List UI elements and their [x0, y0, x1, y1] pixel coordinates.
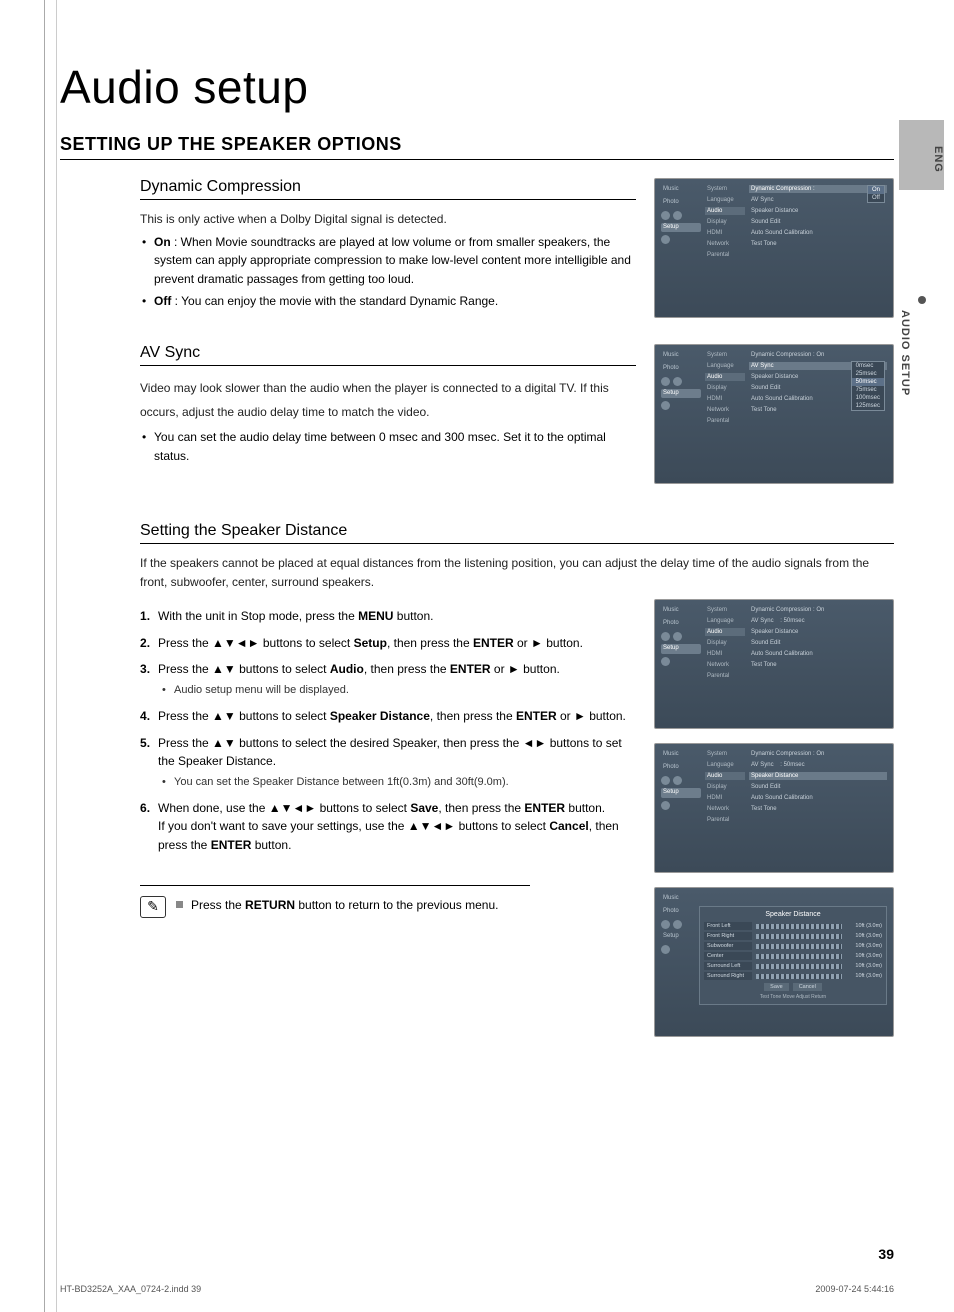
side-tab-chapter: AUDIO SETUP [899, 290, 944, 590]
print-footer: HT-BD3252A_XAA_0724-2.indd 39 2009-07-24… [60, 1284, 894, 1294]
screenshot-audio-menu: Music Photo Setup System Language Audio … [654, 599, 894, 729]
spk-intro: If the speakers cannot be placed at equa… [140, 554, 894, 591]
dyn-intro: This is only active when a Dolby Digital… [140, 210, 636, 229]
step-4: Press the ▲▼ buttons to select Speaker D… [140, 707, 636, 726]
step-1: With the unit in Stop mode, press the ME… [140, 607, 636, 626]
step-6: When done, use the ▲▼◄► buttons to selec… [140, 799, 636, 855]
dyn-off: Off : You can enjoy the movie with the s… [140, 292, 636, 311]
page-title: Audio setup [60, 60, 894, 114]
step-5: Press the ▲▼ buttons to select the desir… [140, 734, 636, 791]
screenshot-spk-select: Music Photo Setup System Language Audio … [654, 743, 894, 873]
dyn-heading: Dynamic Compression [140, 178, 636, 200]
screenshot-avsync: Music Photo Setup System Language Audio … [654, 344, 894, 484]
dyn-on: On : When Movie soundtracks are played a… [140, 233, 636, 289]
spk-heading: Setting the Speaker Distance [140, 522, 894, 544]
step-2: Press the ▲▼◄► buttons to select Setup, … [140, 634, 636, 653]
note-text: Press the RETURN button to return to the… [176, 896, 636, 914]
note-icon: ✎ [140, 896, 166, 918]
screenshot-dyn: Music Photo Setup System Language Audio … [654, 178, 894, 318]
avsync-bullet: You can set the audio delay time between… [140, 428, 636, 465]
step-3: Press the ▲▼ buttons to select Audio, th… [140, 660, 636, 699]
avsync-heading: AV Sync [140, 344, 636, 366]
avsync-para: Video may look slower than the audio whe… [140, 376, 636, 424]
screenshot-distance: Music Photo Setup Speaker Distance Front… [654, 887, 894, 1037]
side-tab-lang: ENG [899, 120, 944, 190]
page-number: 39 [878, 1246, 894, 1262]
section-heading: SETTING UP THE SPEAKER OPTIONS [60, 134, 894, 160]
